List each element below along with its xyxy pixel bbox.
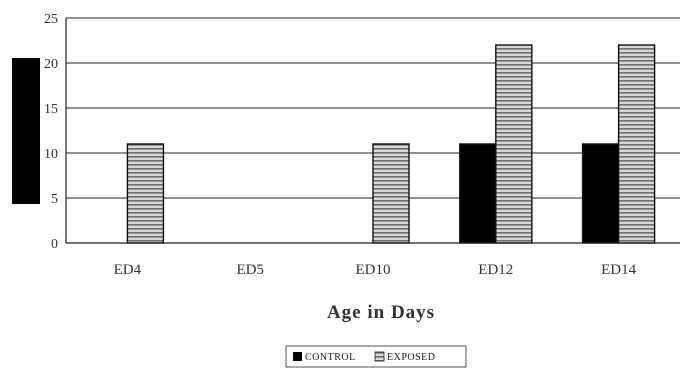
legend-label-control: CONTROL bbox=[305, 352, 356, 363]
ylabel-block bbox=[12, 58, 40, 204]
y-tick-label: 5 bbox=[51, 192, 58, 207]
y-tick-label: 15 bbox=[44, 102, 58, 117]
x-axis-title: Age in Days bbox=[327, 302, 435, 323]
legend-label-exposed: EXPOSED bbox=[387, 352, 436, 363]
bar-control-ed14 bbox=[581, 143, 620, 244]
x-tick-label: ED10 bbox=[356, 262, 391, 278]
x-tick-labels: ED4 ED5 ED10 ED12 ED14 bbox=[114, 262, 637, 278]
y-tick-label: 25 bbox=[44, 12, 58, 27]
bar-exposed-ed14 bbox=[617, 44, 656, 244]
bar-control-ed12 bbox=[459, 143, 497, 244]
x-tick-label: ED12 bbox=[478, 262, 513, 278]
y-tick-labels: 0 5 10 15 20 25 bbox=[44, 12, 58, 252]
x-tick-label: ED14 bbox=[601, 262, 636, 278]
legend-swatch-control bbox=[293, 352, 302, 361]
y-tick-label: 10 bbox=[44, 147, 58, 162]
bars bbox=[126, 44, 656, 244]
gridlines bbox=[66, 17, 680, 199]
legend: CONTROL EXPOSED bbox=[285, 345, 467, 368]
x-tick-label: ED5 bbox=[236, 262, 264, 278]
y-tick-label: 20 bbox=[44, 57, 58, 72]
bar-exposed-ed4 bbox=[126, 143, 165, 244]
y-tick-label: 0 bbox=[51, 237, 58, 252]
x-tick-label: ED4 bbox=[114, 262, 142, 278]
bar-exposed-ed12 bbox=[495, 44, 533, 244]
bar-exposed-ed10 bbox=[372, 143, 410, 244]
legend-swatch-exposed bbox=[374, 351, 385, 362]
